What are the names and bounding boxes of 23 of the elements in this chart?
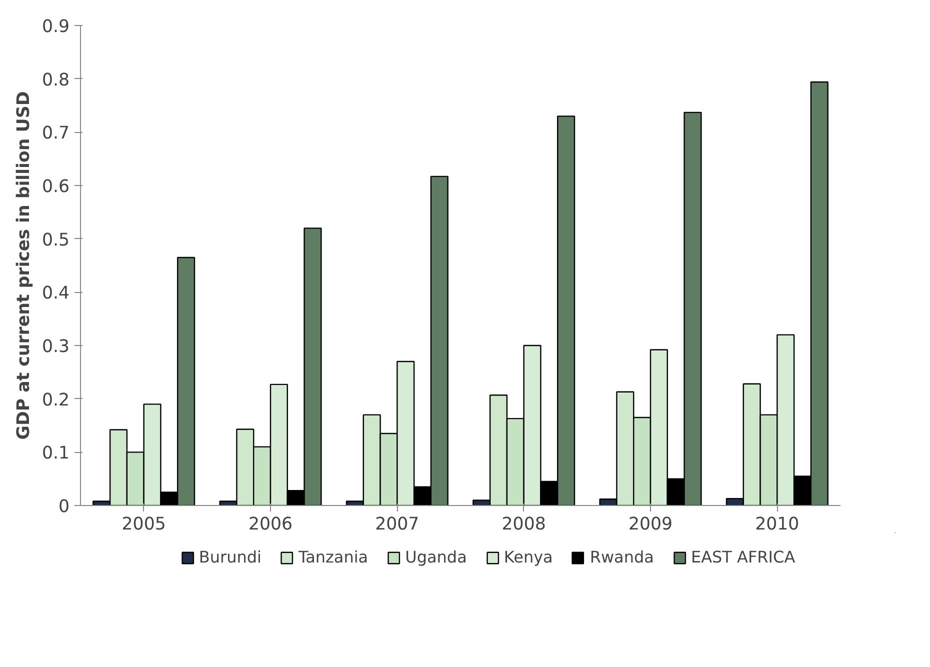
x-tick-label: 2008 [502,514,546,534]
y-tick-label: 0.8 [42,70,70,90]
y-tick-label: 0.5 [42,230,70,250]
y-tick-label: 0 [58,497,70,517]
y-tick-label: 0.6 [42,177,70,197]
y-tick-label: 0.9 [42,17,70,37]
y-tick-label: 0.7 [42,124,70,144]
y-tick-label: 0.4 [42,284,70,304]
legend-label: EAST AFRICA [690,548,796,566]
x-tick-label: 2006 [248,514,293,534]
legend-label: Burundi [198,548,262,566]
y-axis-title: GDP at current prices in billion USD [14,91,34,440]
legend-label: Kenya [504,548,553,566]
x-tick-label: 2007 [375,514,420,534]
y-tick-label: 0.3 [42,337,70,357]
x-tick-label: 2005 [122,514,166,534]
x-tick-label: 2010 [755,514,800,534]
legend-label: Uganda [405,548,467,566]
y-tick-label: 0.2 [42,390,70,410]
legend-label: Rwanda [590,548,654,566]
x-tick-label: 2009 [628,514,673,534]
y-tick-label: 0.1 [42,444,70,464]
legend-label: Tanzania [298,548,368,566]
